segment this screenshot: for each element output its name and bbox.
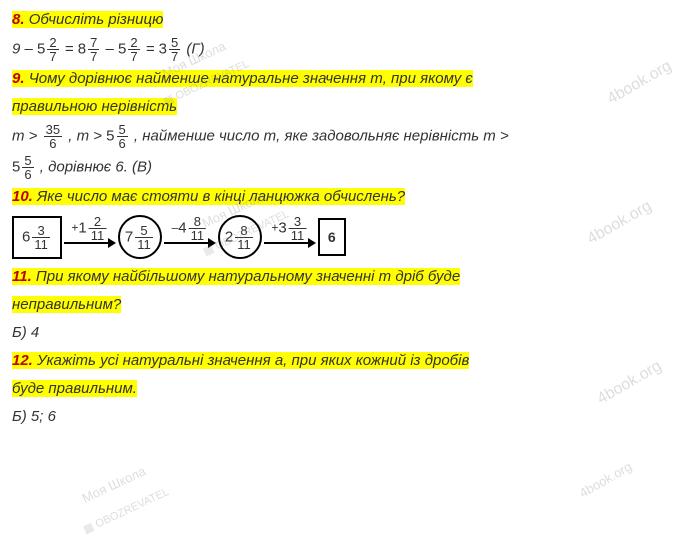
q8-expression: 9 – 527 = 877 – 527 = 357 (Г)	[12, 36, 683, 63]
q12-answer: Б) 5; 6	[12, 405, 683, 429]
q9-work-line1: m > 356 , m > 556 , найменше число m, як…	[12, 123, 683, 150]
q8-num: 8.	[12, 11, 25, 28]
chain-arrow-3: +3311	[264, 217, 316, 257]
chain-arrow-1: +1211	[64, 217, 116, 257]
q11-num: 11.	[12, 268, 32, 285]
q8-title-text: Обчисліть різницю	[29, 11, 164, 28]
q11-title-line2: неправильним?	[12, 293, 683, 317]
q8-frac4: 357	[159, 36, 183, 63]
q9-title-line2: правильною нерівність	[12, 95, 683, 119]
q11-title-line1: 11. При якому найбільшому натуральному з…	[12, 265, 683, 289]
q9-frac2: 556	[106, 123, 130, 150]
arrow-icon	[164, 237, 216, 249]
arrow-icon	[264, 237, 316, 249]
q12-title-line2: буде правильним.	[12, 377, 683, 401]
q8-frac1: 527	[37, 36, 61, 63]
q9-title-line1: 9. Чому дорівнює найменше натуральне зна…	[12, 67, 683, 91]
arrow-icon	[64, 237, 116, 249]
chain-node-1: 7511	[118, 215, 162, 259]
chain-start-box: 6311	[12, 216, 62, 259]
q10-num: 10.	[12, 188, 33, 205]
chain-end-box: 6	[318, 218, 346, 256]
q9-frac3: 556	[12, 154, 36, 181]
q10-chain: 6311 +1211 7511 –4811 2811 +3311 6	[12, 215, 683, 259]
watermark-oboz: ▦ OBOZREVATEL	[81, 485, 173, 540]
q9-frac1: 356	[44, 123, 62, 150]
q8-answer: (Г)	[186, 40, 204, 57]
q8-frac3: 527	[118, 36, 142, 63]
q12-title-line1: 12. Укажіть усі натуральні значення а, п…	[12, 349, 683, 373]
q9-answer: , дорівнює 6. (В)	[40, 158, 152, 175]
chain-node-2: 2811	[218, 215, 262, 259]
q8-title: 8. Обчисліть різницю	[12, 8, 683, 32]
q9-num: 9.	[12, 70, 25, 87]
q8-frac2: 877	[78, 36, 102, 63]
watermark-shkola: Моя Школа	[79, 462, 150, 510]
q12-num: 12.	[12, 352, 33, 369]
q9-work-line2: 556 , дорівнює 6. (В)	[12, 154, 683, 181]
watermark-4book: 4book.org	[576, 457, 636, 504]
chain-arrow-2: –4811	[164, 217, 216, 257]
q11-answer: Б) 4	[12, 321, 683, 345]
q10-title: 10. Яке число має стояти в кінці ланцюжк…	[12, 185, 683, 209]
q8-prefix: 9 –	[12, 40, 37, 57]
